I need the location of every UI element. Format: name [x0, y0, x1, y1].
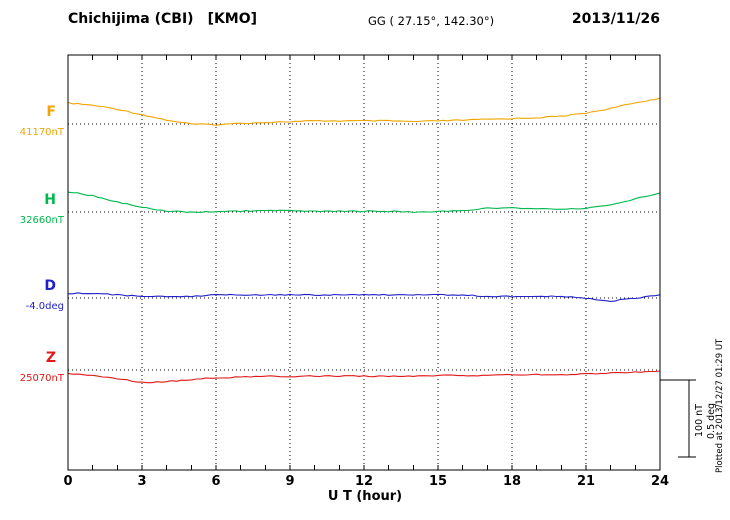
- tick-label-24: 24: [651, 474, 669, 489]
- trace-d: [68, 292, 661, 302]
- series-f-label: F: [46, 104, 56, 120]
- tick-label-6: 6: [211, 474, 220, 489]
- plot-date: 2013/11/26: [571, 11, 660, 27]
- series-h-baseline-value: 32660nT: [19, 215, 64, 226]
- series-z-baseline-value: 25070nT: [19, 373, 64, 384]
- plotted-timestamp-note: Plotted at 2013/12/27 01:29 UT: [715, 338, 725, 473]
- station-name: Chichijima (CBI): [68, 11, 194, 27]
- station-title: Chichijima (CBI) [KMO]: [68, 11, 257, 27]
- observatory-code: [KMO]: [207, 11, 258, 27]
- tick-label-3: 3: [137, 474, 146, 489]
- geographic-coordinates: GG ( 27.15°, 142.30°): [368, 14, 495, 28]
- tick-label-0: 0: [63, 474, 72, 489]
- trace-f: [67, 97, 661, 126]
- x-axis-label: U T (hour): [327, 489, 403, 504]
- tick-label-12: 12: [355, 474, 373, 489]
- trace-h: [67, 191, 661, 214]
- series-z-label: Z: [45, 350, 56, 366]
- plot-border: [67, 54, 661, 471]
- series-h-label: H: [44, 192, 56, 208]
- tick-label-9: 9: [285, 474, 294, 489]
- series-d-baseline-value: -4.0deg: [25, 301, 64, 312]
- trace-z: [67, 370, 661, 384]
- scale-bar-nt-label: 100 nT: [694, 404, 705, 438]
- tick-label-15: 15: [429, 474, 447, 489]
- tick-label-18: 18: [503, 474, 521, 489]
- series-d-label: D: [44, 278, 56, 294]
- tick-label-21: 21: [577, 474, 595, 489]
- series-f-baseline-value: 41170nT: [19, 127, 64, 138]
